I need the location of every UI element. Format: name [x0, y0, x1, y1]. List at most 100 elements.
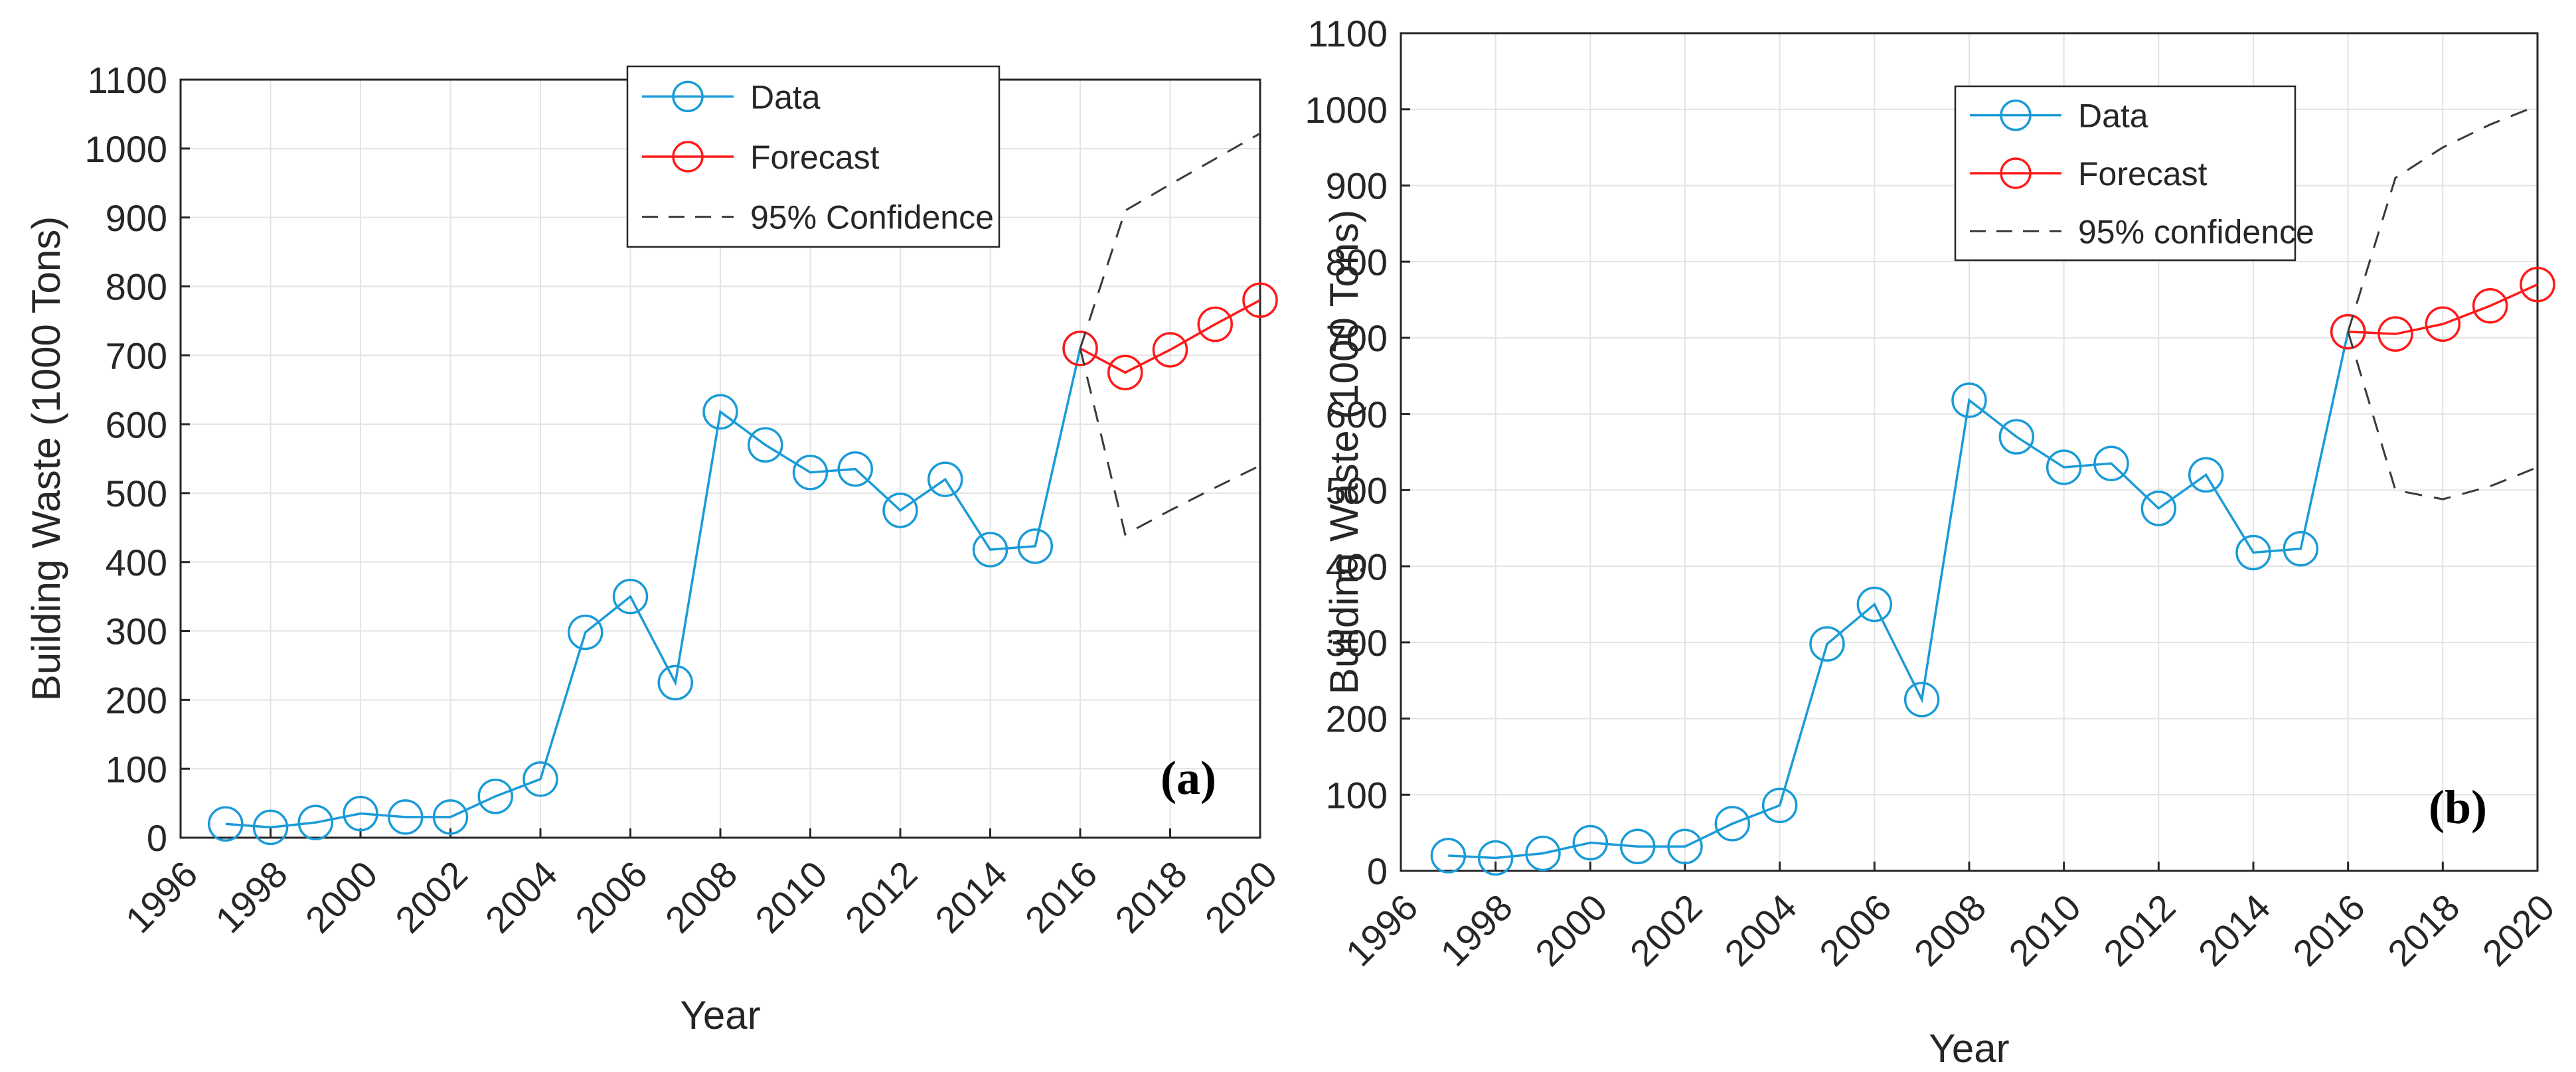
data-point [748, 427, 783, 463]
legend-marker [672, 80, 704, 113]
data-point [2472, 287, 2508, 324]
x-axis-label: Year [1929, 1026, 2009, 1071]
data-point [882, 493, 918, 528]
data-point [2425, 306, 2461, 343]
y-tick-label: 600 [1326, 394, 1388, 435]
x-tick-label: 2004 [1716, 886, 1805, 974]
series-line-95-confidence-lower [2347, 331, 2537, 500]
x-tick-label: 1998 [1432, 886, 1520, 974]
data-point [612, 578, 649, 615]
data-point [837, 451, 873, 487]
y-tick-label: 900 [106, 197, 167, 239]
y-tick-label: 500 [106, 473, 167, 514]
y-tick-label: 600 [106, 404, 167, 445]
y-tick-label: 400 [1326, 546, 1388, 587]
y-tick-label: 800 [106, 266, 167, 308]
y-tick-label: 1100 [88, 59, 167, 101]
series-line-95-confidence-lower [1079, 348, 1260, 536]
data-point [208, 806, 244, 842]
data-point [2140, 491, 2177, 526]
y-tick-label: 200 [1326, 698, 1388, 740]
legend: Data Forecast 95% Confidence [626, 65, 1001, 248]
legend-entry-label: Data [750, 78, 821, 115]
data-point [252, 809, 289, 846]
x-tick-label: 2006 [567, 853, 655, 941]
data-point [1017, 528, 1053, 564]
data-point [523, 761, 558, 797]
legend-marker [2000, 99, 2032, 131]
legend-marker [672, 141, 704, 173]
x-tick-label: 2010 [2000, 886, 2089, 974]
x-tick-label: 2012 [837, 853, 926, 941]
legend-entry-label: Data [2078, 98, 2148, 135]
y-tick-label: 100 [1326, 774, 1388, 816]
data-point [2283, 530, 2319, 567]
data-point [1951, 382, 1987, 418]
data-point [2520, 266, 2555, 303]
data-point [1477, 840, 1514, 876]
data-point [1062, 331, 1098, 366]
data-point [2330, 313, 2366, 350]
y-tick-label: 1000 [84, 128, 167, 170]
x-axis-label: Year [680, 993, 760, 1037]
data-point [297, 804, 333, 840]
y-tick-label: 800 [1326, 241, 1388, 283]
x-tick-label: 2008 [1906, 886, 1994, 974]
x-tick-label: 1996 [118, 853, 206, 941]
y-tick-label: 100 [106, 748, 167, 790]
series-line-data [1448, 331, 2350, 860]
legend-entry-label: 95% confidence [2078, 213, 2314, 250]
series-line-95-confidence [2347, 104, 2537, 333]
y-tick-label: 400 [106, 542, 167, 583]
data-point [1572, 824, 1609, 861]
data-point [1107, 354, 1143, 390]
legend-entry-label: Forecast [2078, 155, 2208, 192]
data-point [792, 455, 829, 491]
x-tick-label: 2000 [297, 853, 386, 941]
data-point [1809, 626, 1845, 662]
x-tick-label: 2010 [747, 853, 835, 941]
data-point [1197, 306, 1233, 343]
data-point [1903, 682, 1940, 718]
x-tick-label: 2016 [2285, 886, 2373, 974]
y-axis-label: Building Waste (1000 Tons) [1322, 210, 1366, 694]
chart-panel-b: 0 100 200 300 400 500 600 700 800 900 1000 1100 1996… [1305, 13, 2562, 1071]
x-tick-label: 1998 [207, 853, 295, 941]
y-axis-label: Building Waste (1000 Tons) [24, 216, 68, 701]
data-point [927, 461, 963, 497]
y-tick-label: 700 [106, 335, 167, 376]
data-point [1242, 282, 1278, 318]
y-tick-label: 300 [106, 611, 167, 652]
data-point [2093, 445, 2129, 481]
x-tick-label: 2018 [1107, 853, 1195, 941]
data-point [1430, 838, 1467, 874]
data-point [702, 394, 738, 430]
data-point [1667, 828, 1703, 865]
legend-entry-label: 95% Confidence [750, 199, 994, 236]
chart-panel-a: 0 100 200 300 400 500 600 700 800 900 1000 1100 1996… [24, 59, 1285, 1037]
x-tick-label: 2000 [1527, 886, 1615, 974]
x-tick-label: 2018 [2379, 886, 2468, 974]
data-point [2046, 449, 2082, 485]
data-point [972, 532, 1008, 568]
data-point [2377, 316, 2413, 352]
x-tick-label: 1996 [1338, 886, 1426, 974]
y-tick-label: 700 [1326, 317, 1388, 359]
data-point [2235, 534, 2271, 571]
data-point [1856, 586, 1893, 623]
y-tick-label: 500 [1326, 470, 1388, 512]
x-tick-label: 2002 [387, 853, 475, 941]
y-tick-label: 1000 [1305, 89, 1388, 131]
data-point [432, 799, 469, 835]
data-point [1525, 835, 1561, 872]
legend-marker [2000, 157, 2032, 189]
x-tick-label: 2020 [1197, 853, 1285, 941]
x-tick-label: 2004 [477, 853, 566, 941]
series-line-95-confidence [1079, 132, 1260, 349]
data-point [343, 795, 378, 832]
data-point [1619, 828, 1656, 865]
x-tick-label: 2006 [1811, 886, 1899, 974]
y-tick-label: 0 [1367, 850, 1388, 892]
x-tick-label: 2002 [1622, 886, 1710, 974]
